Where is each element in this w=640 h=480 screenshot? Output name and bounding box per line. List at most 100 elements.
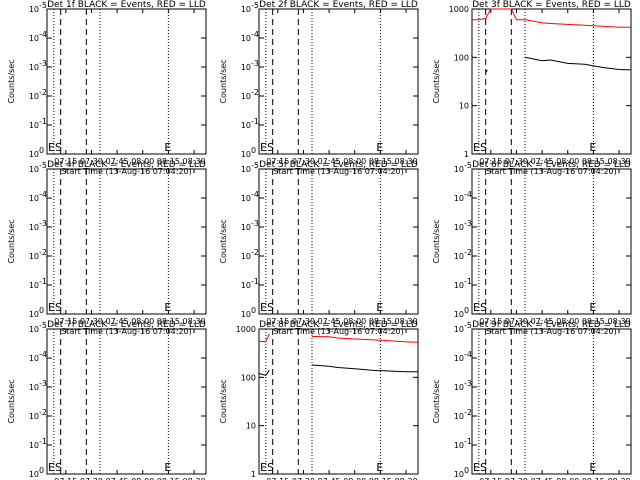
y-tick-label: 10 — [454, 252, 464, 261]
panel-title: Det 4f BLACK = Events, RED = LLD — [47, 160, 206, 170]
series-line-lld — [472, 8, 631, 28]
series-line-events — [258, 364, 418, 376]
x-axis-label: Start Time (13-Aug-16 07:04:20) — [486, 327, 617, 336]
x-tick-label: 07:30 — [505, 317, 528, 326]
y-tick-label: 10 — [241, 252, 251, 261]
marker-s: S — [267, 301, 274, 314]
x-tick-label: 07:15 — [54, 157, 77, 166]
y-axis-label: Counts/sec — [219, 219, 228, 263]
x-axis-label: Start Time (13-Aug-16 07:04:20) — [486, 167, 617, 176]
x-tick-label: 08:30 — [183, 157, 206, 166]
plot-frame — [471, 168, 632, 315]
x-tick-label: 07:45 — [106, 317, 129, 326]
y-tick-label: 1000 — [449, 5, 469, 14]
panel-title: Det 1f BLACK = Events, RED = LLD — [47, 0, 206, 10]
y-tick-exponent: -4 — [464, 190, 472, 199]
x-tick-label: 07:15 — [54, 317, 77, 326]
x-axis-label: Start Time (13-Aug-16 07:04:20) — [61, 167, 192, 176]
y-tick-label: 10 — [29, 412, 39, 421]
panel-title: Det 6f BLACK = Events, RED = LLD — [472, 160, 631, 170]
y-tick-exponent: 0 — [464, 306, 469, 315]
y-tick-exponent: -2 — [39, 408, 47, 417]
x-tick-label: 07:45 — [531, 317, 554, 326]
panel-title: Det 9f BLACK = Events, RED = LLD — [472, 320, 631, 330]
marker-e-start: E — [260, 141, 267, 154]
y-tick-exponent: -5 — [251, 161, 259, 170]
marker-e-start: E — [48, 301, 55, 314]
y-tick-exponent: -1 — [39, 117, 47, 126]
panel-det-9: Det 9f BLACK = Events, RED = LLD07:1507:… — [432, 320, 632, 480]
y-tick-label: 10 — [241, 5, 251, 14]
y-axis-label: Counts/sec — [432, 379, 441, 423]
y-tick-label: 10 — [29, 34, 39, 43]
x-axis-label: Start Time (13-Aug-16 07:04:20) — [273, 167, 404, 176]
x-tick-label: 08:15 — [157, 477, 180, 480]
marker-e-start: E — [260, 301, 267, 314]
marker-e-start: E — [260, 461, 267, 474]
x-tick-label: 07:15 — [266, 317, 289, 326]
x-tick-label: 07:45 — [318, 317, 341, 326]
y-tick-label: 10 — [29, 194, 39, 203]
x-tick-label: 08:00 — [556, 157, 579, 166]
y-tick-exponent: -1 — [464, 277, 472, 286]
y-tick-exponent: -4 — [39, 350, 47, 359]
x-tick-label: 07:30 — [292, 477, 315, 480]
panel-det-8: Det 8f BLACK = Events, RED = LLD07:1507:… — [219, 320, 419, 480]
x-tick-label: 07:30 — [292, 317, 315, 326]
marker-e-start: E — [473, 461, 480, 474]
y-tick-exponent: -1 — [39, 277, 47, 286]
y-tick-exponent: -1 — [251, 117, 259, 126]
marker-e-end: E — [376, 301, 383, 314]
y-tick-label: 10 — [246, 422, 256, 431]
y-tick-label: 10 — [454, 412, 464, 421]
x-tick-label: 08:15 — [157, 317, 180, 326]
y-tick-exponent: -1 — [464, 437, 472, 446]
y-tick-label: 10 — [454, 310, 464, 319]
marker-s: S — [55, 141, 62, 154]
marker-e-start: E — [48, 141, 55, 154]
y-tick-exponent: 0 — [251, 146, 256, 155]
plot-frame — [471, 8, 632, 155]
y-tick-exponent: -2 — [251, 88, 259, 97]
y-tick-label: 10 — [29, 470, 39, 479]
marker-s: S — [480, 301, 487, 314]
y-tick-label: 10 — [454, 470, 464, 479]
x-tick-label: 08:30 — [183, 317, 206, 326]
marker-e-start: E — [473, 301, 480, 314]
y-tick-label: 10 — [241, 281, 251, 290]
marker-e-end: E — [164, 461, 171, 474]
marker-s: S — [55, 301, 62, 314]
y-axis-label: Counts/sec — [219, 379, 228, 423]
y-tick-exponent: -5 — [39, 1, 47, 10]
y-tick-exponent: -2 — [39, 248, 47, 257]
x-tick-label: 07:45 — [318, 157, 341, 166]
y-tick-label: 10 — [29, 281, 39, 290]
marker-e-end: E — [589, 141, 596, 154]
y-tick-exponent: -4 — [251, 30, 259, 39]
plot-frame — [46, 328, 207, 475]
x-tick-label: 08:15 — [369, 157, 392, 166]
x-tick-label: 08:15 — [582, 157, 605, 166]
y-tick-label: 10 — [29, 252, 39, 261]
y-tick-label: 10 — [29, 150, 39, 159]
x-tick-label: 08:30 — [395, 317, 418, 326]
x-tick-label: 07:15 — [479, 477, 502, 480]
y-tick-label: 10 — [29, 63, 39, 72]
y-tick-label: 10 — [454, 223, 464, 232]
y-tick-exponent: -2 — [251, 248, 259, 257]
y-tick-label: 10 — [241, 34, 251, 43]
x-tick-label: 07:15 — [479, 317, 502, 326]
y-tick-label: 10 — [241, 165, 251, 174]
marker-s: S — [267, 141, 274, 154]
panel-title: Det 7f BLACK = Events, RED = LLD — [47, 320, 206, 330]
y-tick-exponent: -4 — [39, 190, 47, 199]
y-tick-label: 10 — [241, 92, 251, 101]
marker-e-end: E — [164, 301, 171, 314]
panel-title: Det 5f BLACK = Events, RED = LLD — [259, 160, 418, 170]
y-tick-label: 10 — [29, 165, 39, 174]
y-tick-exponent: -5 — [251, 1, 259, 10]
y-axis-label: Counts/sec — [7, 379, 16, 423]
y-tick-exponent: -1 — [251, 277, 259, 286]
